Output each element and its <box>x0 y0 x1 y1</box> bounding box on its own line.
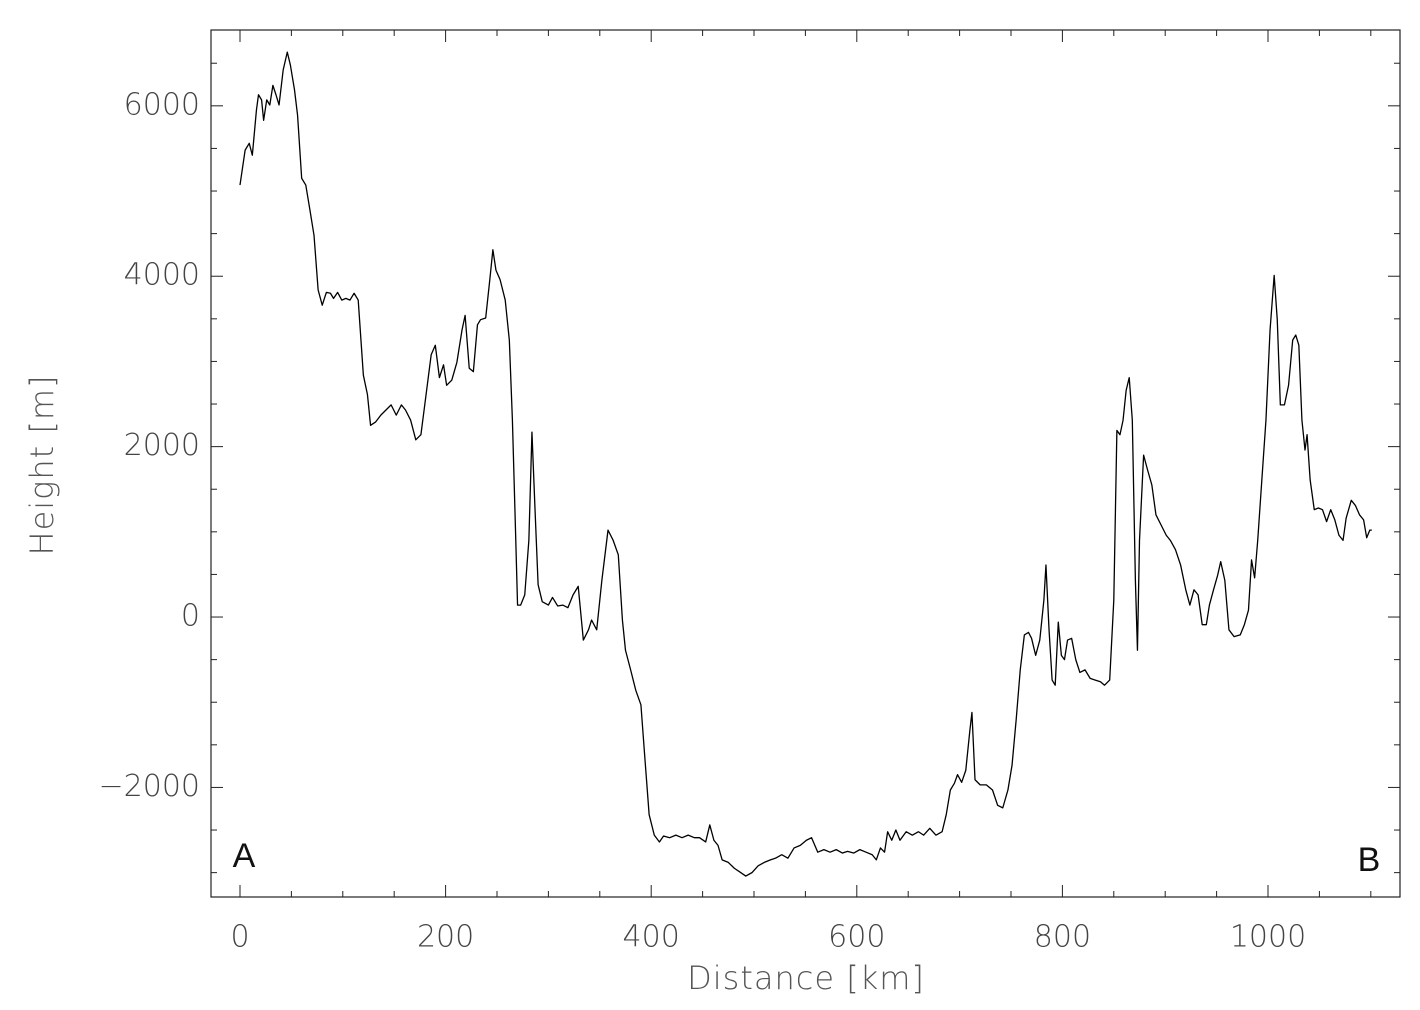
x-tick-label: 0 <box>230 920 249 955</box>
y-tick-label: −2000 <box>99 769 200 804</box>
x-tick-label: 1000 <box>1230 920 1306 955</box>
y-tick-label: 0 <box>181 599 200 634</box>
y-tick-label: 4000 <box>124 258 200 293</box>
x-tick-label: 600 <box>828 920 885 955</box>
y-tick-label: 2000 <box>124 428 200 463</box>
x-tick-label: 400 <box>623 920 680 955</box>
annotation: A <box>233 837 256 875</box>
annotation: B <box>1358 841 1381 879</box>
plot-frame <box>210 29 1401 898</box>
x-tick-label: 800 <box>1034 920 1091 955</box>
y-axis-title: Height [m] <box>23 375 61 556</box>
x-tick-label: 200 <box>417 920 474 955</box>
y-tick-label: 6000 <box>124 87 200 122</box>
x-axis-title: Distance [km] <box>687 959 925 997</box>
profile-line <box>239 51 1372 877</box>
